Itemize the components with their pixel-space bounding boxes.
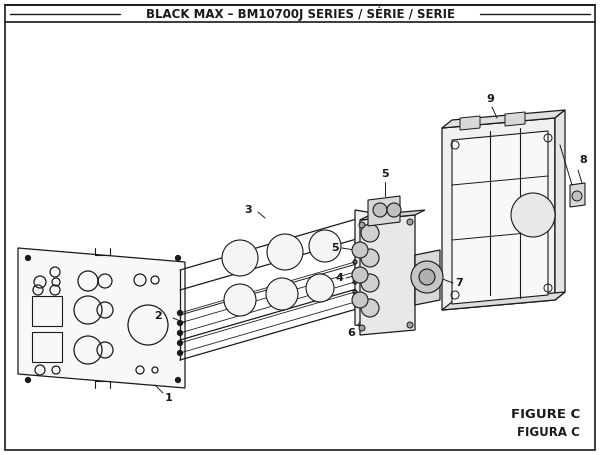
Text: 3: 3 xyxy=(244,205,252,215)
Circle shape xyxy=(373,203,387,217)
Circle shape xyxy=(178,340,182,345)
Circle shape xyxy=(352,242,368,258)
Text: 2: 2 xyxy=(154,311,162,321)
Circle shape xyxy=(387,203,401,217)
Text: FIGURE C: FIGURE C xyxy=(511,409,580,421)
Circle shape xyxy=(352,292,368,308)
Polygon shape xyxy=(415,250,440,305)
Circle shape xyxy=(266,278,298,310)
Polygon shape xyxy=(460,116,480,130)
Circle shape xyxy=(419,269,435,285)
Text: 8: 8 xyxy=(579,155,587,165)
Circle shape xyxy=(178,350,182,355)
Circle shape xyxy=(25,378,31,383)
Polygon shape xyxy=(452,131,548,304)
Text: 4: 4 xyxy=(335,273,343,283)
Circle shape xyxy=(361,274,379,292)
Text: FIGURA C: FIGURA C xyxy=(517,425,580,439)
Circle shape xyxy=(306,274,334,302)
Circle shape xyxy=(178,320,182,325)
Polygon shape xyxy=(18,248,185,388)
Polygon shape xyxy=(505,112,525,126)
Text: 5: 5 xyxy=(331,243,339,253)
Circle shape xyxy=(411,261,443,293)
Circle shape xyxy=(361,249,379,267)
Circle shape xyxy=(361,224,379,242)
Text: 6: 6 xyxy=(347,328,355,338)
Polygon shape xyxy=(360,215,415,335)
Polygon shape xyxy=(570,183,585,207)
Circle shape xyxy=(359,325,365,331)
Circle shape xyxy=(361,299,379,317)
Circle shape xyxy=(178,310,182,315)
Circle shape xyxy=(352,267,368,283)
Polygon shape xyxy=(442,292,565,310)
Circle shape xyxy=(25,256,31,261)
Circle shape xyxy=(176,256,181,261)
Circle shape xyxy=(572,191,582,201)
Text: 9: 9 xyxy=(486,94,494,104)
Polygon shape xyxy=(442,110,565,128)
Text: 1: 1 xyxy=(165,393,173,403)
Text: 7: 7 xyxy=(455,278,463,288)
Circle shape xyxy=(309,230,341,262)
Polygon shape xyxy=(442,118,555,310)
Circle shape xyxy=(407,219,413,225)
Circle shape xyxy=(267,234,303,270)
Polygon shape xyxy=(368,196,400,226)
Circle shape xyxy=(224,284,256,316)
Circle shape xyxy=(359,222,365,228)
Circle shape xyxy=(511,193,555,237)
Circle shape xyxy=(176,378,181,383)
Text: BLACK MAX – BM10700J SERIES / SÉRIE / SERIE: BLACK MAX – BM10700J SERIES / SÉRIE / SE… xyxy=(146,7,455,21)
Text: 5: 5 xyxy=(381,169,389,179)
Circle shape xyxy=(222,240,258,276)
Circle shape xyxy=(407,322,413,328)
Circle shape xyxy=(178,330,182,335)
Polygon shape xyxy=(360,210,425,220)
Polygon shape xyxy=(555,110,565,300)
Polygon shape xyxy=(355,210,385,330)
